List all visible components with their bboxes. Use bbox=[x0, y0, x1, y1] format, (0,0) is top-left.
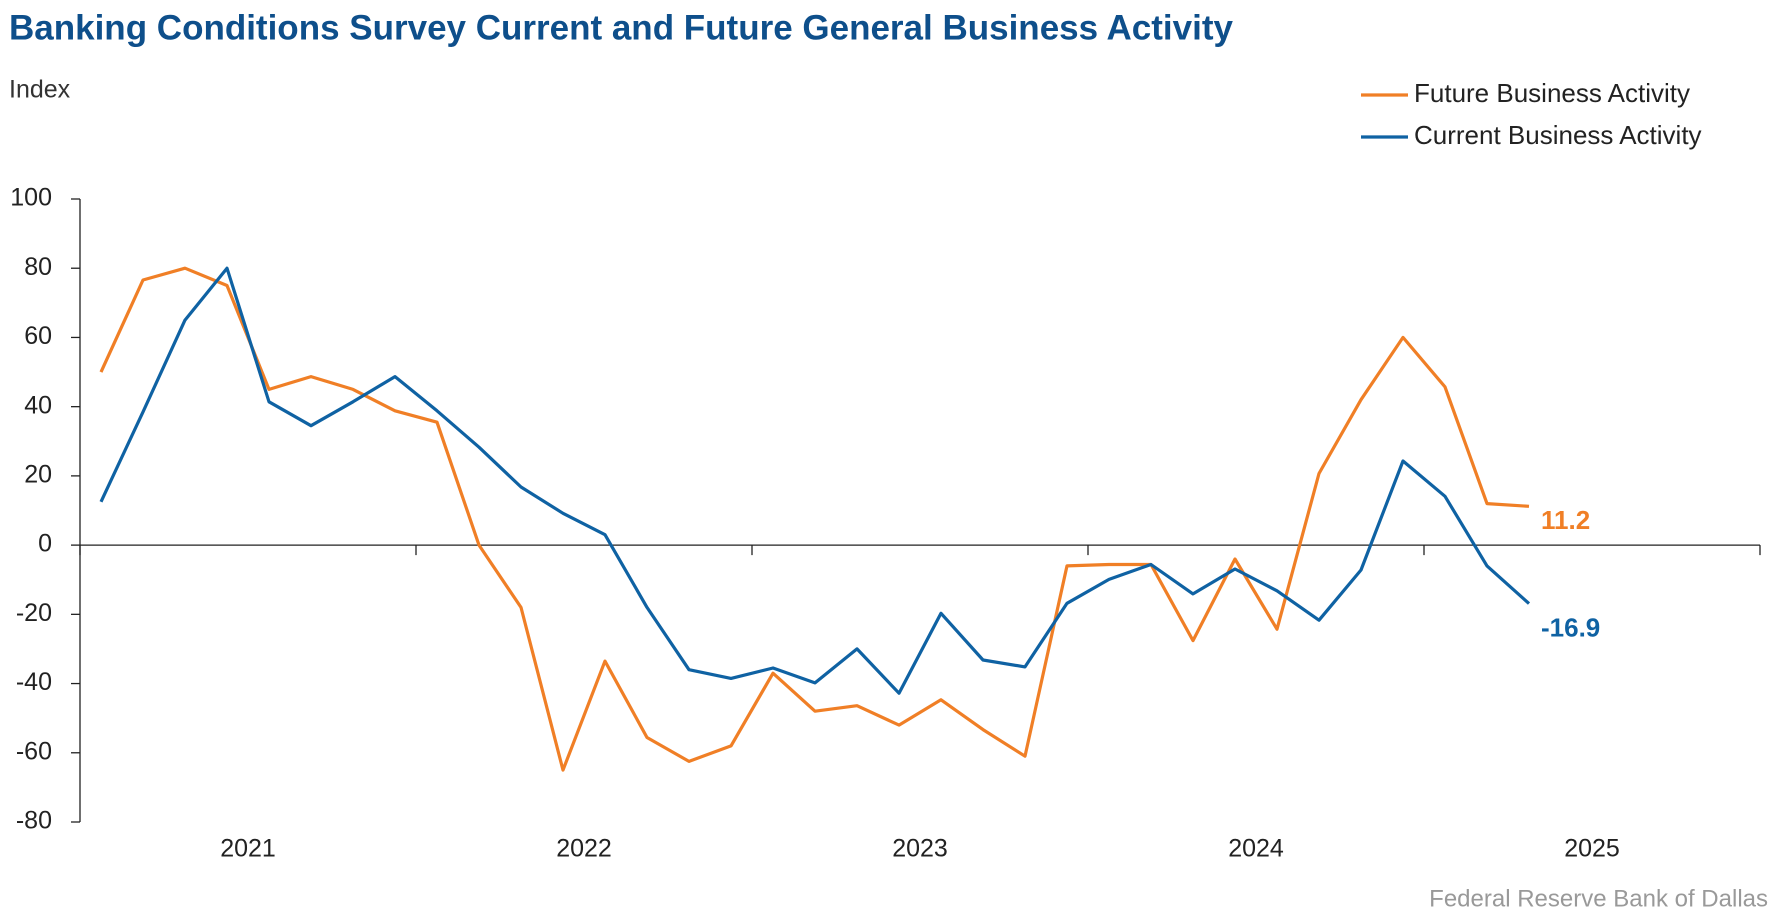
series-line bbox=[99, 266, 1531, 695]
x-tick-label: 2022 bbox=[556, 835, 612, 863]
legend-label: Current Business Activity bbox=[1414, 120, 1702, 150]
y-tick-label: 60 bbox=[24, 322, 52, 350]
source: Federal Reserve Bank of Dallas bbox=[1429, 885, 1768, 912]
y-axis-label: Index bbox=[9, 76, 71, 104]
x-tick-label: 2021 bbox=[220, 835, 276, 863]
legend-label: Future Business Activity bbox=[1414, 78, 1690, 108]
y-tick-label: -20 bbox=[16, 599, 52, 627]
y-tick-label: -60 bbox=[16, 737, 52, 765]
y-tick-label: 20 bbox=[24, 460, 52, 488]
x-tick-label: 2023 bbox=[892, 835, 948, 863]
x-tick-label: 2025 bbox=[1564, 835, 1620, 863]
y-tick-label: -40 bbox=[16, 668, 52, 696]
x-tick-label: 2024 bbox=[1228, 835, 1284, 863]
series-line bbox=[99, 266, 1530, 772]
y-tick-label: -80 bbox=[16, 807, 52, 835]
y-tick-label: 100 bbox=[10, 184, 52, 212]
chart-title: Banking Conditions Survey Current and Fu… bbox=[9, 8, 1233, 47]
end-label: -16.9 bbox=[1541, 612, 1600, 642]
y-tick-label: 80 bbox=[24, 253, 52, 281]
y-tick-label: 40 bbox=[24, 391, 52, 419]
end-label: 11.2 bbox=[1541, 505, 1590, 535]
y-tick-label: 0 bbox=[38, 530, 52, 558]
